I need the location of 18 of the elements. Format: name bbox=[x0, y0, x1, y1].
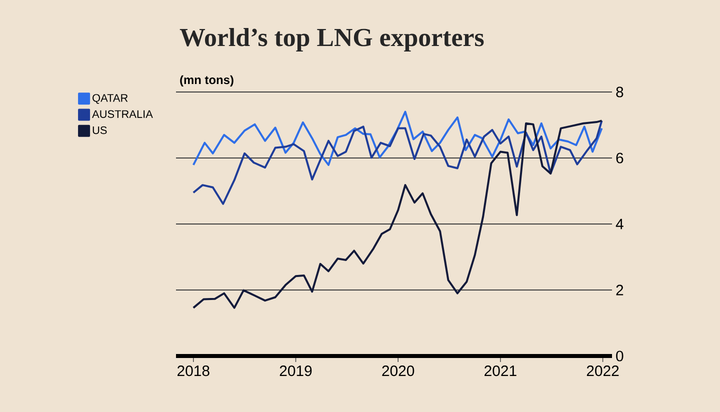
y-tick-label: 2 bbox=[616, 284, 624, 296]
x-tick-label: 2020 bbox=[382, 366, 414, 376]
y-axis-title: (mn tons) bbox=[180, 75, 234, 86]
legend-label: AUSTRALIA bbox=[92, 110, 153, 118]
y-tick-label: 8 bbox=[616, 86, 624, 98]
x-tick-label: 2021 bbox=[484, 366, 516, 376]
legend-label: US bbox=[92, 126, 107, 134]
x-tick-label: 2019 bbox=[280, 366, 312, 376]
legend-label: QATAR bbox=[92, 94, 128, 104]
y-tick-label: 6 bbox=[616, 152, 624, 164]
chart-title: World’s top LNG exporters bbox=[180, 28, 484, 52]
x-tick-label: 2018 bbox=[178, 366, 210, 376]
line-series bbox=[192, 120, 603, 309]
y-tick-label: 4 bbox=[616, 218, 624, 230]
line-series bbox=[192, 110, 603, 166]
line-series bbox=[192, 120, 603, 205]
x-tick-label: 2022 bbox=[586, 366, 619, 376]
y-tick-label: 0 bbox=[616, 350, 624, 362]
